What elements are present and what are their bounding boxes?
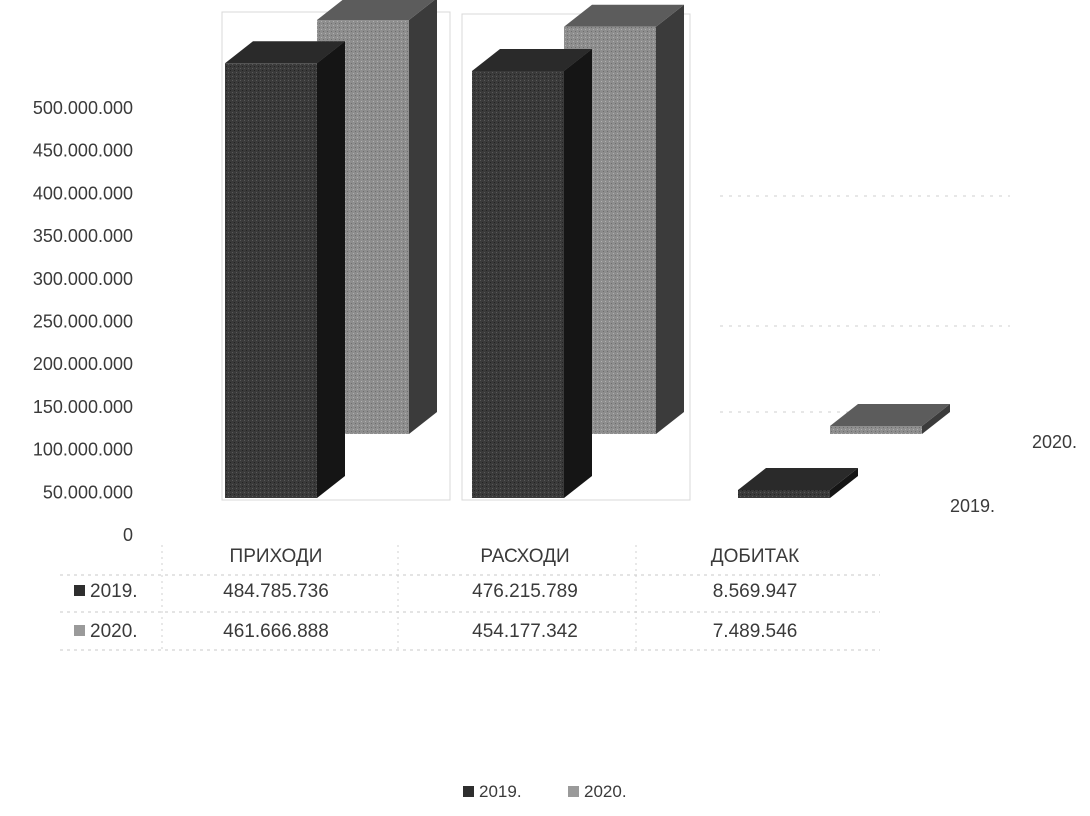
- y-tick-label: 150.000.000: [33, 397, 133, 417]
- legend-key: [568, 786, 579, 797]
- series-label: 2020.: [1032, 432, 1077, 452]
- y-tick-label: 350.000.000: [33, 226, 133, 246]
- y-tick-label: 100.000.000: [33, 440, 133, 460]
- y-tick-label: 300.000.000: [33, 269, 133, 289]
- y-tick-label: 0: [123, 525, 133, 545]
- legend-key: [463, 786, 474, 797]
- category-label: РАСХОДИ: [480, 546, 569, 567]
- bar-top: [738, 468, 858, 490]
- legend-label: 2020.: [584, 782, 627, 801]
- bar-top: [830, 404, 950, 426]
- table-cell: 7.489.546: [713, 621, 798, 642]
- table-cell: 461.666.888: [223, 621, 329, 642]
- bar-front: [738, 490, 830, 498]
- y-tick-label: 500.000.000: [33, 98, 133, 118]
- bar-front: [225, 63, 317, 498]
- table-legend-key: [74, 585, 85, 596]
- table-series-name: 2019.: [90, 581, 138, 602]
- series-label: 2019.: [950, 496, 995, 516]
- bar-2019.-0: [225, 41, 345, 498]
- bar-top: [317, 0, 435, 21]
- bar-front: [472, 70, 564, 499]
- table-cell: 476.215.789: [472, 581, 578, 602]
- bar-side: [564, 48, 592, 499]
- bar-top: [472, 48, 592, 71]
- y-tick-label: 50.000.000: [43, 482, 133, 502]
- data-table: ПРИХОДИ РАСХОДИ ДОБИТАК 2019. 484.785.736 476…: [60, 545, 880, 651]
- bar-side: [656, 4, 684, 435]
- bar-2020.-2: [830, 404, 950, 434]
- bar-2019.-2: [738, 468, 858, 498]
- table-cell: 454.177.342: [472, 621, 578, 642]
- y-tick-label: 450.000.000: [33, 141, 133, 161]
- category-label: ПРИХОДИ: [230, 546, 323, 567]
- table-legend-key: [74, 625, 85, 636]
- y-tick-label: 250.000.000: [33, 312, 133, 332]
- y-tick-label: 400.000.000: [33, 183, 133, 203]
- legend: 2019. 2020.: [463, 782, 627, 801]
- bar-top: [564, 4, 684, 27]
- category-label: ДОБИТАК: [711, 546, 800, 567]
- bars: 2019. 2020.: [225, 0, 1077, 516]
- y-axis: 0 50.000.000 100.000.000 150.000.000 200.000…: [33, 98, 133, 545]
- table-cell: 8.569.947: [713, 581, 798, 602]
- bar-side: [922, 404, 950, 434]
- bar-front: [830, 426, 922, 434]
- bar-2019.-1: [472, 48, 592, 499]
- y-tick-label: 200.000.000: [33, 354, 133, 374]
- bar-side: [830, 468, 858, 498]
- table-cell: 484.785.736: [223, 581, 329, 602]
- legend-label: 2019.: [479, 782, 522, 801]
- bar-side: [409, 0, 437, 434]
- table-series-name: 2020.: [90, 621, 138, 642]
- bar-top: [225, 41, 345, 64]
- bar-side: [317, 41, 345, 498]
